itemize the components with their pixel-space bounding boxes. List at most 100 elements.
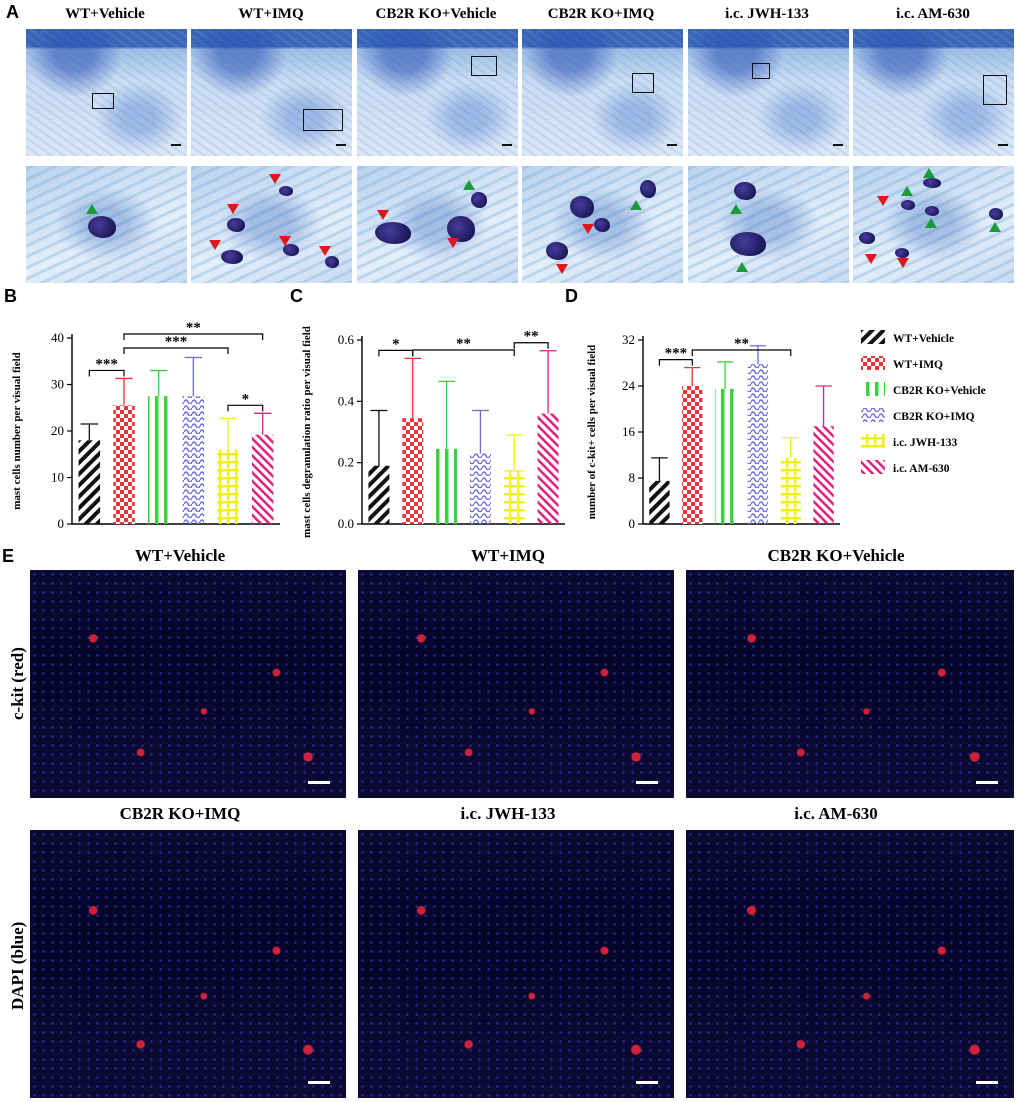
zoom-wt-vehicle [26,166,187,283]
mast-cell [989,208,1003,220]
mast-cell [570,196,594,218]
bar [714,388,736,524]
red-arrowhead-icon [556,264,568,274]
zoom-am-630 [853,166,1014,283]
red-arrowhead-icon [865,254,877,264]
y-axis-label: number of c-kit+ cells per visual field [586,345,598,520]
significance-bracket [123,333,264,340]
chart-panel-c: 0.0 0.2 0.4 0.6 mast cells degranulation rat… [301,326,565,538]
panel-e-title-4: CB2R KO+IMQ [119,804,241,823]
significance-label: ** [524,329,539,345]
scale-bar [308,1081,330,1084]
legend-swatch [861,330,885,344]
fluorescence-cb2r-ko-vehicle [686,570,1014,798]
histology-wt-vehicle [26,29,187,156]
scale-bar [636,781,658,784]
scale-bar [833,144,843,146]
scale-bar [171,144,181,146]
bar [682,386,703,524]
significance-bracket [88,369,125,377]
panel-d-letter: D [565,286,578,306]
zoom-jwh-133 [688,166,849,283]
y-axis-label: mast cells number per visual field [11,352,23,510]
red-arrowhead-icon [209,240,221,250]
red-arrowhead-icon [897,258,909,268]
green-arrowhead-icon [730,204,742,214]
bar [368,465,390,524]
bar [649,480,670,524]
bar [813,426,834,524]
y-tick-label: 0 [629,516,636,531]
row-label-dapi: DAPI (blue) [8,921,27,1010]
panel-a-title-6: i.c. AM-630 [896,6,970,22]
panel-a-title-4: CB2R KO+IMQ [547,6,655,22]
bar [217,449,239,524]
red-arrowhead-icon [582,224,594,234]
green-arrowhead-icon [989,222,1001,232]
y-tick-label: 10 [51,470,64,485]
green-arrowhead-icon [86,204,98,214]
mast-cell [88,216,116,238]
roi-box [92,93,114,109]
panel-a-title-3: CB2R KO+Vehicle [375,6,497,22]
bar [78,440,101,524]
green-arrowhead-icon [925,218,937,228]
y-tick-label: 40 [51,330,64,345]
significance-label: ** [456,336,471,352]
mast-cell [447,216,475,242]
scale-bar [308,781,330,784]
bar [503,470,525,524]
green-arrowhead-icon [630,200,642,210]
y-tick-label: 0.6 [338,332,355,347]
legend-swatch [861,382,885,396]
significance-bracket [691,349,792,356]
significance-label: *** [665,346,688,362]
red-arrowhead-icon [447,238,459,248]
bar [182,396,205,524]
scale-bar [998,144,1008,146]
mast-cell [859,232,875,244]
chart-panel-b: 0 10 20 30 40 mast cells number per visual fi… [11,320,280,531]
legend-label: CB2R KO+IMQ [893,411,975,423]
bar [147,396,170,524]
significance-label: *** [165,334,188,350]
histology-wt-imq [191,29,352,156]
green-arrowhead-icon [923,168,935,178]
red-arrowhead-icon [269,174,281,184]
legend-swatch [861,356,885,370]
bar [537,413,559,524]
mast-cell [221,250,243,264]
roi-box [983,75,1007,105]
legend-label: CB2R KO+Vehicle [893,385,986,397]
bar [747,364,769,524]
red-arrowhead-icon [279,236,291,246]
legend-swatch [861,408,885,422]
significance-bracket [412,349,515,356]
mast-cell [375,222,411,244]
zoom-wt-imq [191,166,352,283]
green-arrowhead-icon [901,186,913,196]
mast-cell [546,242,568,260]
panel-e-title-2: WT+IMQ [471,546,545,565]
significance-label: * [392,336,400,352]
legend-label: i.c. JWH-133 [893,437,957,449]
chart-legend: WT+Vehicle WT+IMQ CB2R KO+Vehicle CB2R KO+I… [861,330,986,475]
y-tick-label: 32 [622,332,635,347]
panel-e-title-5: i.c. JWH-133 [460,804,556,823]
mast-cell [594,218,610,232]
bar [402,418,424,524]
bar [780,457,801,524]
scale-bar [667,144,677,146]
mast-cell [925,206,939,216]
red-arrowhead-icon [377,210,389,220]
legend-label: WT+IMQ [893,359,943,371]
red-arrowhead-icon [877,196,889,206]
mast-cell [471,192,487,208]
legend-swatch [861,460,885,474]
panel-a-title-2: WT+IMQ [238,6,304,22]
fluorescence-jwh-133 [358,830,674,1098]
significance-bracket [658,359,693,366]
y-tick-label: 30 [51,377,64,392]
fluorescence-wt-vehicle [30,570,346,798]
significance-label: ** [734,336,749,352]
